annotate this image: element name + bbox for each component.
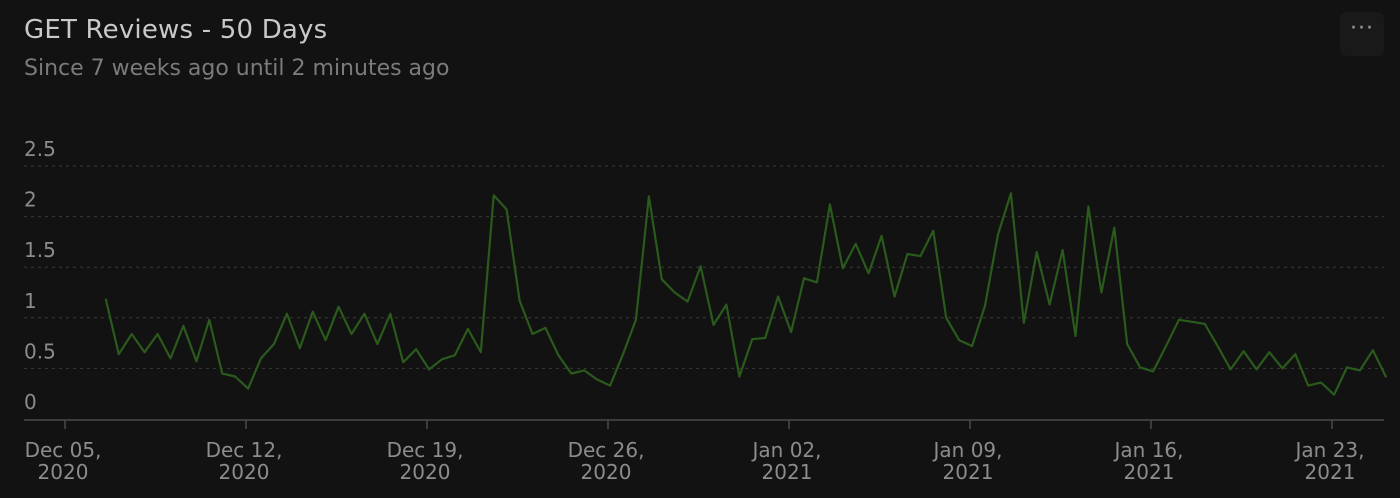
chart-title: GET Reviews - 50 Days	[24, 15, 328, 45]
x-tick-label: Dec 12,	[206, 438, 283, 462]
x-tick-label-year: 2021	[1124, 460, 1175, 484]
x-tick-label-year: 2020	[400, 460, 451, 484]
x-tick-label-year: 2021	[762, 460, 813, 484]
series-line	[104, 192, 1387, 396]
x-tick-label: Dec 05,	[25, 438, 102, 462]
chart-subtitle: Since 7 weeks ago until 2 minutes ago	[24, 56, 450, 81]
grid-lines	[24, 165, 1384, 369]
x-tick-label-year: 2020	[219, 460, 270, 484]
y-axis: 2.5 2 1.5 1 0.5 0	[24, 137, 56, 414]
x-tick-label: Jan 09,	[932, 438, 1003, 462]
x-tick-label: Jan 16,	[1113, 438, 1184, 462]
y-tick-label: 0	[24, 390, 37, 414]
more-horizontal-icon: ···	[1350, 16, 1374, 41]
x-tick-label: Dec 19,	[387, 438, 464, 462]
y-tick-label: 2.5	[24, 137, 56, 161]
x-tick-label: Jan 23,	[1294, 438, 1365, 462]
y-tick-label: 1	[24, 289, 37, 313]
y-tick-label: 1.5	[24, 238, 56, 262]
series-layer	[104, 192, 1387, 396]
y-tick-label: 0.5	[24, 339, 56, 363]
x-tick-label: Dec 26,	[568, 438, 645, 462]
x-tick-label-year: 2021	[943, 460, 994, 484]
more-options-button[interactable]: ···	[1340, 12, 1384, 56]
y-tick-label: 2	[24, 188, 37, 212]
x-tick-label-year: 2021	[1305, 460, 1356, 484]
chart-header: GET Reviews - 50 Days Since 7 weeks ago …	[24, 12, 449, 84]
x-tick-label: Jan 02,	[751, 438, 822, 462]
x-tick-label-year: 2020	[38, 460, 89, 484]
x-tick-label-year: 2020	[581, 460, 632, 484]
